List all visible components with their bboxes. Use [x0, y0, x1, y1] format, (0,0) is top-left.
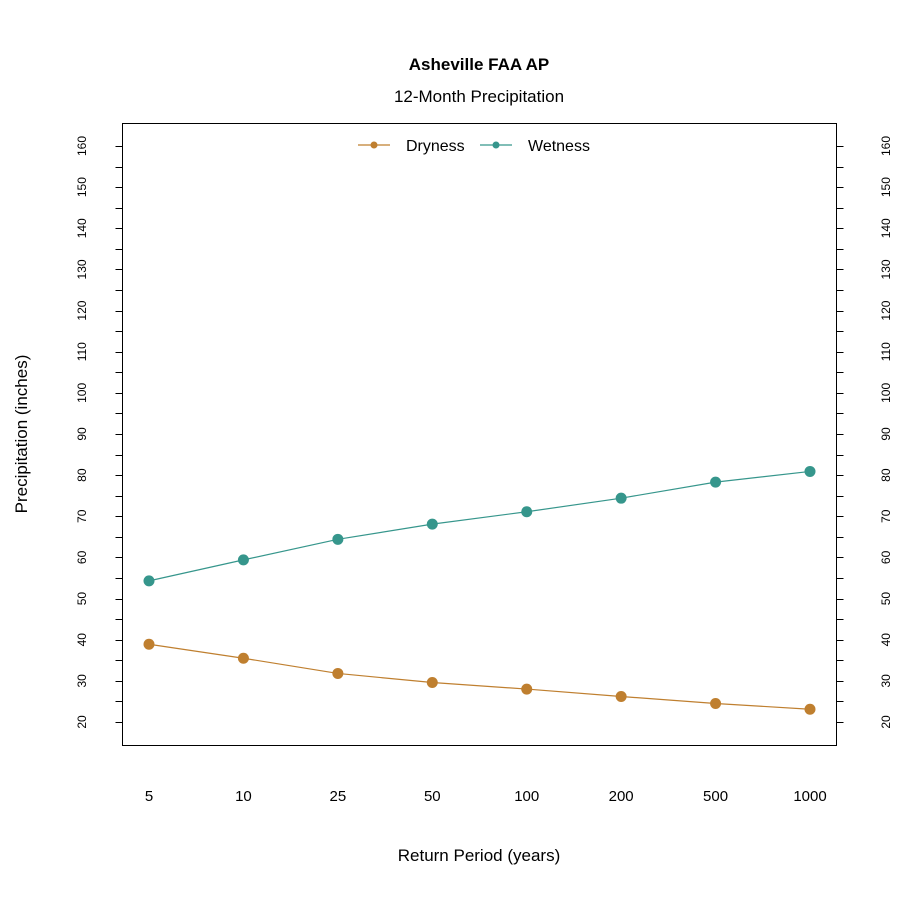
data-point: [332, 533, 344, 545]
y-tick-label-right: 160: [879, 136, 893, 156]
chart-subtitle: 12-Month Precipitation: [394, 87, 564, 106]
y-tick-label-right: 150: [879, 177, 893, 197]
data-point: [426, 518, 438, 530]
x-tick-label: 500: [703, 788, 728, 805]
y-tick-label-right: 80: [879, 468, 893, 482]
data-point: [804, 703, 816, 715]
x-tick-label: 10: [235, 788, 252, 805]
data-point: [237, 554, 249, 566]
y-tick-label-right: 40: [879, 633, 893, 647]
x-tick-label: 200: [609, 788, 634, 805]
chart-title: Asheville FAA AP: [409, 55, 549, 74]
y-tick-label-right: 110: [879, 342, 893, 361]
x-tick-label: 50: [424, 788, 441, 805]
y-tick-label-left: 70: [75, 509, 89, 523]
data-point: [521, 683, 533, 695]
y-axis-label: Precipitation (inches): [12, 355, 31, 514]
y-tick-label-right: 60: [879, 550, 893, 564]
y-tick-label-left: 20: [75, 715, 89, 729]
x-tick-label: 1000: [793, 788, 826, 805]
y-tick-label-left: 50: [75, 592, 89, 606]
data-point: [143, 638, 155, 650]
legend-label: Dryness: [406, 138, 465, 155]
y-tick-label-right: 50: [879, 592, 893, 606]
legend-marker: [370, 141, 378, 149]
data-point: [143, 575, 155, 587]
data-point: [332, 667, 344, 679]
y-tick-label-left: 80: [75, 468, 89, 482]
y-tick-label-right: 100: [879, 383, 893, 403]
y-tick-label-left: 120: [75, 300, 89, 320]
y-tick-label-left: 90: [75, 427, 89, 441]
data-point: [615, 690, 627, 702]
y-tick-label-right: 130: [879, 259, 893, 279]
y-tick-label-right: 140: [879, 218, 893, 238]
y-tick-label-left: 160: [75, 136, 89, 156]
series-wetness: [143, 465, 816, 587]
data-point: [521, 506, 533, 518]
x-axis-label: Return Period (years): [398, 846, 561, 865]
data-point: [426, 677, 438, 689]
legend: Dryness Wetness: [358, 138, 590, 155]
y-tick-label-left: 60: [75, 550, 89, 564]
y-tick-label-right: 70: [879, 509, 893, 523]
series-dryness: [143, 638, 816, 715]
y-tick-label-right: 90: [879, 427, 893, 441]
series-line: [148, 643, 811, 710]
y-tick-label-right: 120: [879, 300, 893, 320]
legend-label: Wetness: [528, 138, 590, 155]
series-line: [148, 470, 811, 582]
y-tick-label-right: 30: [879, 674, 893, 688]
y-tick-label-left: 140: [75, 218, 89, 238]
data-point: [615, 492, 627, 504]
data-point: [710, 476, 722, 488]
y-tick-label-left: 150: [75, 177, 89, 197]
plot-frame: [122, 123, 837, 746]
data-point: [710, 697, 722, 709]
data-point: [237, 652, 249, 664]
y-tick-label-right: 20: [879, 715, 893, 729]
y-tick-label-left: 30: [75, 674, 89, 688]
y-tick-label-left: 110: [75, 342, 89, 361]
data-point: [804, 465, 816, 477]
x-tick-label: 5: [145, 788, 153, 805]
y-tick-label-left: 100: [75, 383, 89, 403]
x-tick-label: 25: [330, 788, 347, 805]
y-tick-label-left: 40: [75, 633, 89, 647]
y-tick-label-left: 130: [75, 259, 89, 279]
x-tick-label: 100: [514, 788, 539, 805]
legend-marker: [492, 141, 500, 149]
